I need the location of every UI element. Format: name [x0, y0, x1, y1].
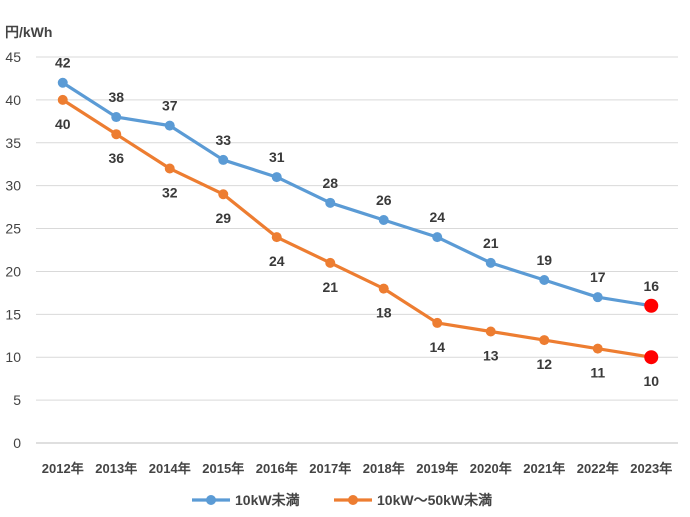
data-point [111, 129, 122, 140]
data-label: 36 [108, 150, 124, 166]
data-point [218, 189, 229, 200]
highlight-point [644, 298, 659, 313]
data-point [57, 94, 68, 105]
x-tick-label: 2013年 [95, 461, 137, 476]
data-point [271, 172, 282, 183]
x-tick-label: 2015年 [202, 461, 244, 476]
y-tick-label: 5 [13, 392, 21, 408]
data-label: 33 [215, 132, 231, 148]
legend-label: 10kW〜50kW未満 [377, 492, 492, 508]
legend-marker [206, 495, 216, 505]
y-tick-label: 0 [13, 435, 21, 451]
x-axis: 2012年 2013年 2014年 2015年 2016年 2017年 2018年 2019年… [42, 461, 672, 476]
data-point [592, 343, 603, 354]
data-label: 32 [162, 185, 178, 201]
data-point [271, 232, 282, 243]
data-label: 21 [483, 235, 499, 251]
x-tick-label: 2019年 [416, 461, 458, 476]
data-label: 14 [429, 339, 445, 355]
data-label: 28 [322, 175, 338, 191]
data-point [539, 275, 550, 286]
x-tick-label: 2014年 [149, 461, 191, 476]
y-tick-label: 20 [5, 263, 21, 279]
data-label: 19 [536, 252, 552, 268]
data-point [164, 120, 175, 131]
data-label: 40 [55, 116, 71, 132]
y-tick-label: 15 [5, 306, 21, 322]
series-line [61, 81, 652, 308]
x-tick-label: 2017年 [309, 461, 351, 476]
data-label: 24 [269, 253, 285, 269]
x-tick-label: 2020年 [470, 461, 512, 476]
legend-marker [348, 495, 358, 505]
data-label: 16 [643, 278, 659, 294]
highlight-point [644, 350, 659, 365]
y-tick-label: 45 [5, 49, 21, 65]
data-label: 11 [590, 365, 605, 381]
series-1: 42 38 37 33 31 28 26 24 21 19 17 16 [55, 55, 659, 313]
legend: 10kW未満 10kW〜50kW未満 [192, 492, 492, 508]
data-label: 17 [590, 269, 606, 285]
x-tick-label: 2021年 [523, 461, 565, 476]
y-axis: 0 5 10 15 20 25 30 35 40 45 [5, 49, 21, 451]
data-label: 12 [536, 356, 552, 372]
data-label: 31 [269, 149, 285, 165]
data-point [111, 112, 122, 123]
y-tick-label: 35 [5, 135, 21, 151]
data-point [539, 335, 550, 346]
x-tick-label: 2018年 [363, 461, 405, 476]
y-axis-unit-label: 円/kWh [5, 24, 52, 40]
y-tick-label: 40 [5, 92, 21, 108]
x-tick-label: 2023年 [630, 461, 672, 476]
data-point [432, 232, 443, 243]
data-label: 37 [162, 98, 178, 114]
data-point [485, 257, 496, 268]
data-label: 13 [483, 347, 499, 363]
y-tick-label: 25 [5, 221, 21, 237]
x-tick-label: 2016年 [256, 461, 298, 476]
data-point [592, 292, 603, 303]
data-point [325, 197, 336, 208]
series-group: 42 38 37 33 31 28 26 24 21 19 17 16 40 36 32 29 24 21 18 14… [55, 55, 659, 389]
data-point [57, 77, 68, 88]
data-point [378, 283, 389, 294]
legend-label: 10kW未満 [235, 492, 300, 508]
y-tick-label: 30 [5, 178, 21, 194]
data-point [378, 214, 389, 225]
data-point [432, 317, 443, 328]
data-point [218, 154, 229, 165]
data-point [164, 163, 175, 174]
data-point [325, 257, 336, 268]
x-tick-label: 2022年 [577, 461, 619, 476]
data-label: 10 [643, 373, 659, 389]
gridlines [36, 56, 678, 444]
data-label: 21 [322, 279, 338, 295]
data-label: 42 [55, 55, 71, 71]
data-label: 18 [376, 305, 392, 321]
data-label: 24 [429, 209, 445, 225]
legend-item-2: 10kW〜50kW未満 [334, 492, 492, 508]
y-tick-label: 10 [5, 349, 21, 365]
data-label: 29 [215, 210, 231, 226]
x-tick-label: 2012年 [42, 461, 84, 476]
data-point [485, 326, 496, 337]
series-line [61, 98, 652, 359]
series-2: 40 36 32 29 24 21 18 14 13 12 11 10 [55, 94, 659, 389]
data-label: 38 [108, 89, 124, 105]
data-label: 26 [376, 192, 392, 208]
legend-item-1: 10kW未満 [192, 492, 300, 508]
